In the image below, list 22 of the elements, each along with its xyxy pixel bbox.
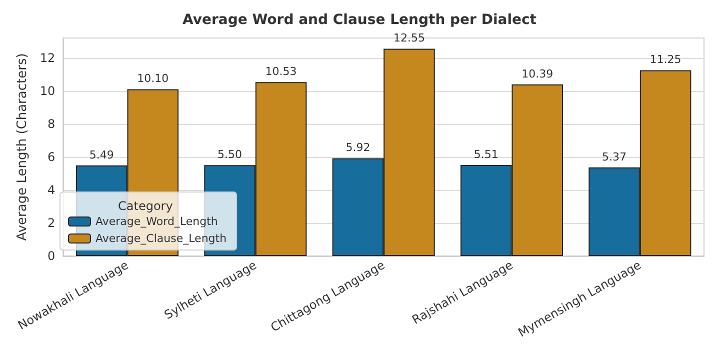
legend-label: Average_Clause_Length <box>96 232 227 245</box>
data-label: 10.53 <box>265 65 297 78</box>
y-tick-label: 0 <box>48 249 56 263</box>
y-tick-label: 12 <box>40 50 56 65</box>
data-label: 12.55 <box>393 32 425 45</box>
data-label: 5.37 <box>602 150 627 164</box>
y-tick-label: 8 <box>48 116 56 131</box>
data-label: 5.49 <box>89 148 114 162</box>
data-label: 10.10 <box>137 72 169 86</box>
y-tick-label: 4 <box>48 182 56 197</box>
legend-label: Average_Word_Length <box>96 215 218 228</box>
y-tick-label: 6 <box>48 150 56 164</box>
y-axis-title: Average Length (Characters) <box>15 53 30 241</box>
data-label: 5.92 <box>346 141 370 154</box>
data-label: 5.50 <box>218 148 242 162</box>
legend-title: Category <box>118 199 173 213</box>
data-label: 10.39 <box>522 67 554 80</box>
y-tick-label: 10 <box>40 84 56 98</box>
y-tick-label: 2 <box>48 216 56 230</box>
data-label: 11.25 <box>650 53 682 66</box>
chart-title: Average Word and Clause Length per Dialect <box>182 12 537 28</box>
data-label: 5.51 <box>474 148 498 161</box>
